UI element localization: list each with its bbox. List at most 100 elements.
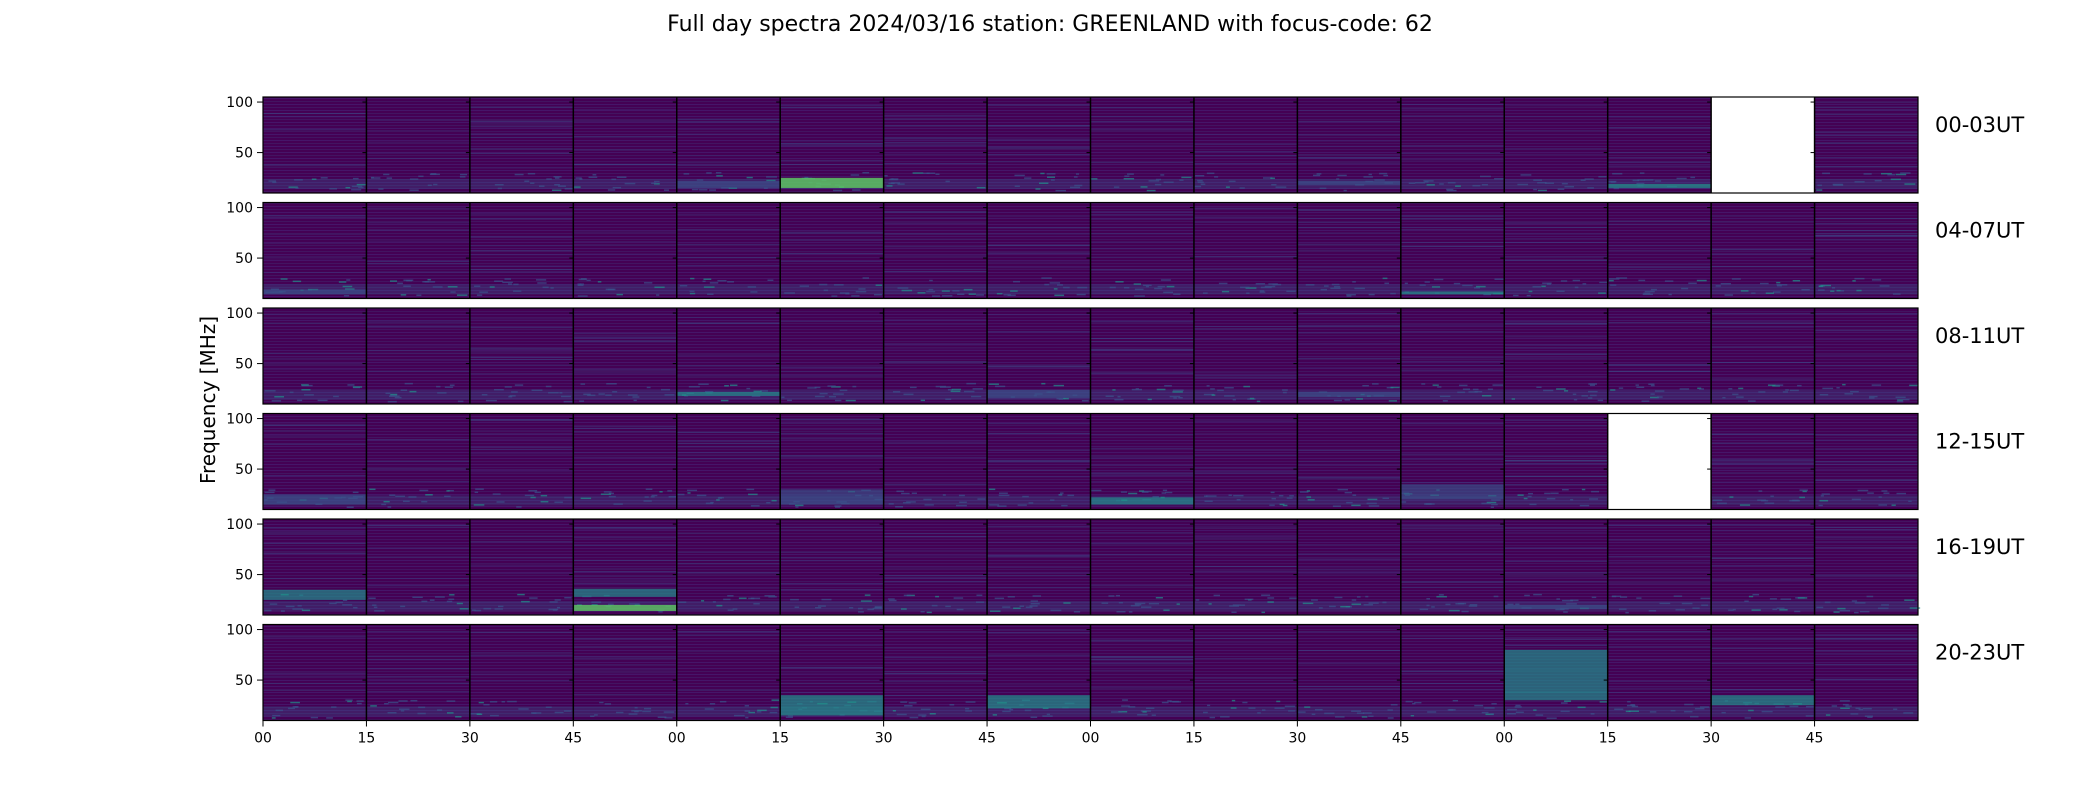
speckle — [794, 606, 800, 609]
low-band — [780, 284, 884, 295]
speckle — [1649, 711, 1657, 713]
speckle — [659, 491, 663, 493]
spectrum-line — [469, 541, 574, 543]
speckle — [1609, 278, 1620, 280]
low-band — [366, 600, 470, 611]
speckle — [845, 292, 850, 295]
speckle — [683, 173, 690, 175]
speckle — [1431, 606, 1435, 608]
spectrum-line — [263, 443, 367, 445]
y-tick-label: 100 — [226, 412, 253, 428]
row-time-label: 04-07UT — [1935, 219, 2024, 243]
speckle — [1243, 385, 1251, 388]
spectrum-line — [676, 631, 781, 633]
spectrum-line — [1607, 316, 1712, 318]
speckle — [1145, 285, 1149, 288]
spectrum-line — [573, 109, 677, 111]
spectrum-line — [469, 429, 574, 431]
spectrum-line — [676, 551, 781, 553]
speckle — [1351, 710, 1362, 712]
speckle — [369, 488, 376, 491]
speckle — [578, 278, 587, 281]
speckle — [1638, 279, 1646, 282]
spectrum-line — [1400, 581, 1505, 583]
low-band — [1400, 284, 1505, 295]
spectrum-line — [366, 322, 470, 324]
speckle — [1588, 383, 1598, 385]
spectrum-line — [883, 255, 988, 257]
speckle — [1574, 286, 1579, 289]
spectrum-line — [1607, 659, 1712, 661]
spectrum-line — [1814, 537, 1918, 539]
speckle — [1155, 178, 1162, 181]
spectrum-line — [1400, 442, 1505, 444]
speckle — [288, 707, 296, 710]
speckle — [1352, 281, 1356, 283]
speckle — [1712, 499, 1723, 502]
spectrum-line — [1814, 663, 1918, 665]
spectrum-panel — [366, 202, 470, 299]
speckle — [1142, 711, 1147, 713]
speckle — [592, 174, 597, 176]
speckle — [1145, 707, 1155, 709]
spectrum-line — [676, 573, 781, 575]
speckle — [1628, 710, 1640, 712]
speckle — [903, 393, 914, 396]
speckle — [745, 716, 749, 719]
spectrum-line — [1090, 659, 1194, 661]
speckle — [270, 288, 279, 291]
spectrum-line — [1297, 449, 1401, 451]
speckle — [1459, 384, 1468, 387]
speckle — [1203, 393, 1215, 396]
speckle — [1626, 704, 1636, 707]
speckle — [424, 281, 436, 283]
speckle — [1343, 189, 1347, 192]
low-band — [1814, 495, 1918, 506]
speckle — [1114, 398, 1124, 401]
speckle — [417, 712, 426, 715]
spectrum-panel — [1297, 413, 1401, 510]
speckle — [409, 178, 419, 180]
speckle — [1297, 711, 1306, 713]
speckle — [941, 290, 950, 292]
speckle — [875, 284, 883, 286]
spectrum-line — [1193, 682, 1298, 684]
spectrum-line — [1090, 434, 1194, 436]
spectrum-line — [780, 420, 884, 422]
speckle — [1472, 184, 1481, 187]
spectrum-line — [366, 524, 470, 526]
spectrum-line — [883, 662, 988, 664]
speckle — [608, 603, 614, 606]
spectrum-line — [1400, 540, 1505, 542]
speckle — [1151, 714, 1156, 716]
spectrum-line — [1400, 215, 1505, 217]
speckle — [1528, 290, 1533, 293]
speckle — [616, 176, 627, 178]
speckle — [1124, 175, 1130, 177]
low-band — [1814, 178, 1918, 189]
speckle — [701, 600, 705, 602]
speckle — [1063, 286, 1070, 289]
speckle — [1352, 494, 1357, 496]
speckle — [1839, 700, 1850, 702]
spectrum-line — [1607, 152, 1712, 154]
spectrum-line — [1193, 268, 1298, 270]
spectrum-line — [1607, 165, 1712, 167]
spectrum-line — [780, 143, 884, 145]
spectrum-line — [1711, 558, 1815, 560]
spectrum-panel — [366, 308, 470, 404]
speckle — [1751, 609, 1761, 611]
speckle — [1520, 174, 1532, 176]
low-band — [1193, 706, 1298, 717]
spectrum-line — [1193, 677, 1298, 679]
speckle — [1484, 707, 1495, 709]
spectrum-line — [676, 431, 781, 433]
spectrum-line — [366, 637, 470, 639]
spectrum-line — [1193, 155, 1298, 157]
speckle — [549, 601, 558, 603]
spectrum-line — [883, 114, 988, 116]
speckle — [746, 176, 753, 179]
speckle — [1390, 292, 1396, 295]
speckle — [931, 295, 941, 297]
speckle — [716, 499, 720, 501]
